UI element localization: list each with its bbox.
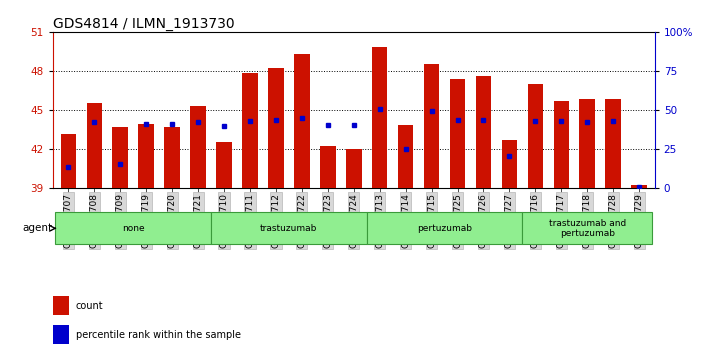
Bar	[398, 125, 413, 188]
Bar	[346, 149, 362, 188]
Bar	[211, 212, 367, 244]
Bar	[424, 64, 439, 188]
Text: none: none	[122, 224, 144, 233]
Bar	[53, 296, 68, 315]
Bar	[87, 103, 102, 188]
Bar	[605, 99, 621, 188]
Bar	[216, 142, 232, 188]
Bar	[476, 76, 491, 188]
Text: agent: agent	[22, 223, 52, 233]
Text: pertuzumab: pertuzumab	[417, 224, 472, 233]
Bar	[553, 101, 569, 188]
Bar	[522, 212, 652, 244]
Bar	[113, 127, 128, 188]
Text: percentile rank within the sample: percentile rank within the sample	[76, 330, 241, 339]
Bar	[61, 135, 76, 188]
Text: GDS4814 / ILMN_1913730: GDS4814 / ILMN_1913730	[53, 17, 234, 31]
Bar	[268, 68, 284, 188]
Bar	[631, 185, 647, 188]
Bar	[372, 47, 387, 188]
Bar	[527, 84, 543, 188]
Bar	[367, 212, 522, 244]
Bar	[242, 73, 258, 188]
Bar	[164, 127, 180, 188]
Text: trastuzumab: trastuzumab	[260, 224, 318, 233]
Text: trastuzumab and
pertuzumab: trastuzumab and pertuzumab	[548, 219, 626, 238]
Bar	[502, 139, 517, 188]
Bar	[53, 325, 68, 344]
Text: count: count	[76, 301, 103, 311]
Bar	[579, 99, 595, 188]
Bar	[139, 124, 154, 188]
Bar	[450, 79, 465, 188]
Bar	[190, 106, 206, 188]
Bar	[56, 212, 211, 244]
Bar	[320, 146, 336, 188]
Bar	[294, 54, 310, 188]
